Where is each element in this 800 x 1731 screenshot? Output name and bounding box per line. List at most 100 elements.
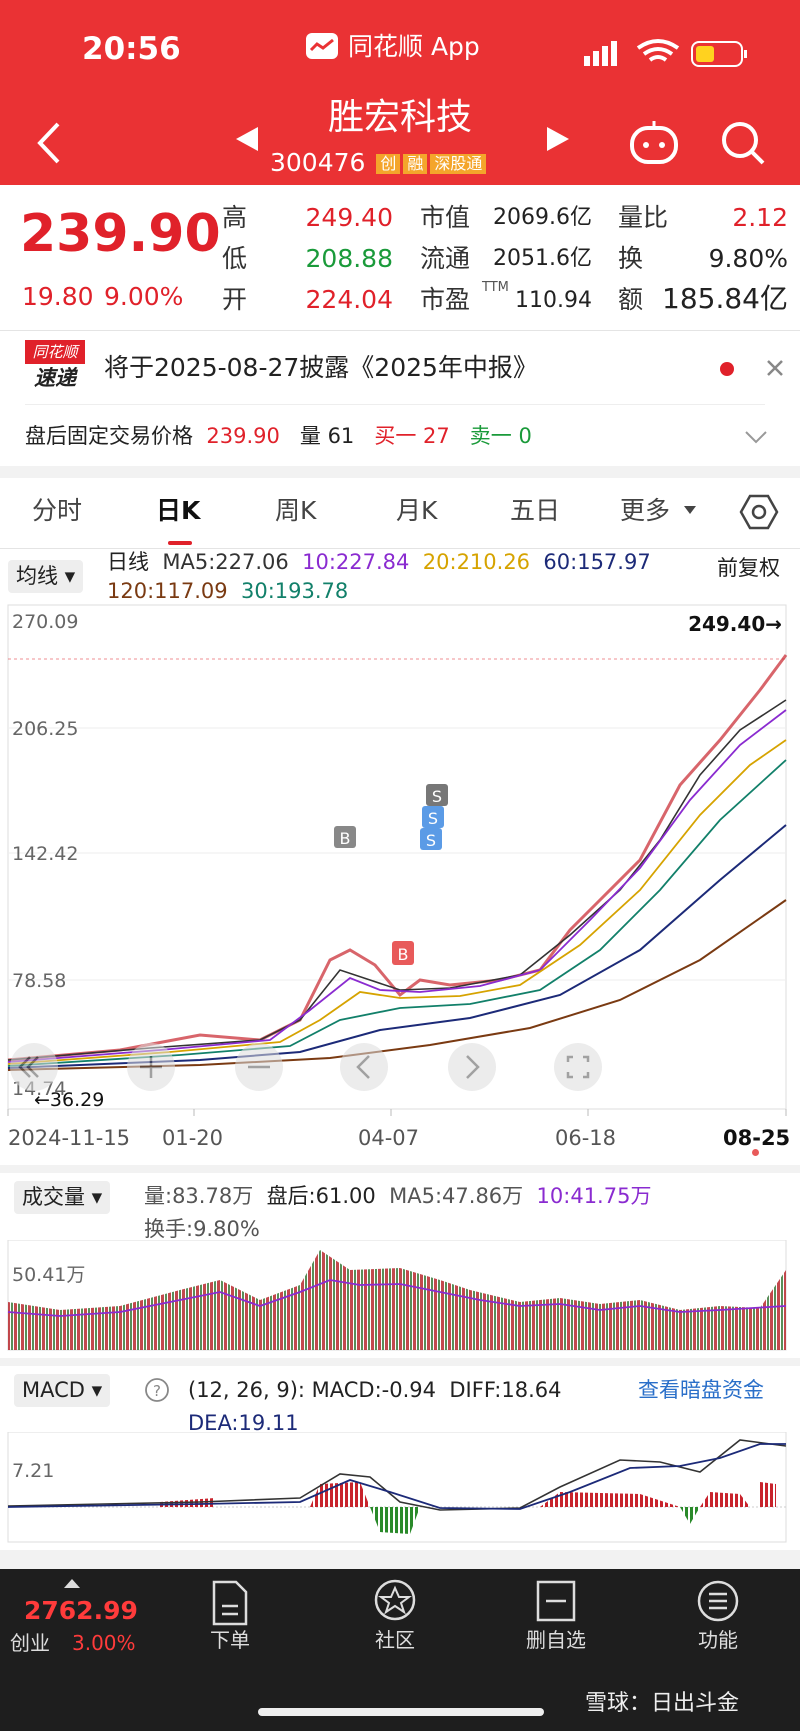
x-tick-label: 08-25 — [723, 1126, 791, 1150]
notice-controls[interactable] — [716, 356, 786, 382]
ah-sell: 0 — [518, 424, 532, 448]
nav-icons — [212, 1579, 739, 1626]
macd-value: MACD:-0.94 — [311, 1378, 437, 1402]
help-icon[interactable]: ? — [144, 1377, 170, 1403]
watermark: 雪球：日出斗金 — [585, 1691, 740, 1716]
y-tick-label: 78.58 — [12, 970, 66, 992]
field-label: 高 — [222, 203, 248, 232]
stock-code-row: 300476 创融深股通 — [270, 150, 487, 175]
tab[interactable]: 五日 — [510, 496, 561, 525]
after-vol: 盘后:61.00 — [266, 1184, 376, 1208]
x-tick-label: 01-20 — [162, 1126, 224, 1150]
field-label: 额 — [618, 285, 644, 314]
robot-icon[interactable] — [628, 118, 680, 166]
notice-text[interactable]: 将于2025-08-27披露《2025年中报》 — [104, 353, 538, 382]
tab[interactable]: 分时 — [32, 496, 83, 525]
macd-params: (12, 26, 9): — [188, 1378, 305, 1402]
marker: S — [426, 831, 436, 850]
prev-stock[interactable] — [232, 124, 262, 154]
turnover: 换手:9.80% — [144, 1217, 260, 1241]
field-label: 量比 — [618, 203, 669, 232]
field-value: 208.88 — [305, 244, 393, 273]
back-button[interactable] — [30, 118, 70, 168]
field-value: 9.80% — [708, 244, 788, 273]
marker-box — [392, 941, 414, 965]
y-tick-label: 270.09 — [12, 611, 78, 633]
settings-icon[interactable] — [738, 492, 780, 532]
tab[interactable]: 月K — [396, 496, 438, 525]
band — [0, 1550, 800, 1569]
ma-type: 日线 — [107, 550, 149, 574]
field-label: 流通 — [420, 244, 471, 273]
ah-price: 239.90 — [206, 424, 280, 448]
tag: 创 — [376, 154, 401, 174]
tab[interactable]: 周K — [275, 496, 317, 525]
change-pct: 9.00% — [104, 282, 184, 311]
ma60-line — [7, 824, 787, 1069]
ma-legend-2: 120:117.09 30:193.78 — [107, 581, 348, 602]
tab-active[interactable]: 日K — [156, 496, 201, 525]
ma10-line — [7, 709, 787, 1063]
ma10: 10:227.84 — [302, 550, 410, 574]
nav-item[interactable]: 下单 — [210, 1628, 250, 1652]
x-ticks — [7, 1109, 787, 1116]
index-name: 创业 — [10, 1631, 50, 1655]
next-stock[interactable] — [543, 124, 573, 154]
ma5-line — [7, 699, 787, 1061]
field-value: 2.12 — [732, 203, 788, 232]
field-label: 开 — [222, 285, 248, 314]
expand[interactable] — [744, 428, 768, 446]
field-value: 110.94 — [515, 288, 592, 313]
band — [0, 466, 800, 478]
index-value[interactable]: 2762.99 — [24, 1596, 138, 1625]
price-chart: B B S S S 270.09 206.25 142.42 78.58 14.… — [7, 604, 788, 1116]
macd-chart: 7.21 — [7, 1432, 787, 1543]
tab[interactable]: 更多 — [620, 496, 671, 525]
status-icons — [584, 39, 747, 67]
adjust[interactable]: 前复权 — [717, 556, 780, 580]
search-icon[interactable] — [718, 118, 768, 168]
chart-controls[interactable] — [10, 1043, 602, 1091]
dark-pool-link[interactable]: 查看暗盘资金 — [638, 1378, 764, 1402]
volume-selector[interactable]: 成交量 ▾ — [14, 1181, 111, 1214]
today-dot — [752, 1149, 759, 1156]
ma-selector[interactable]: 均线 ▾ — [8, 560, 84, 593]
nav-item[interactable]: 删自选 — [526, 1628, 586, 1652]
divider — [25, 404, 765, 405]
y-tick-label: 142.42 — [12, 843, 78, 865]
ah-buy: 27 — [423, 424, 450, 448]
high-label: 249.40→ — [688, 612, 782, 636]
macd-selector[interactable]: MACD ▾ — [14, 1374, 111, 1407]
field-label: 低 — [222, 244, 248, 273]
volume-selector-text: 成交量 — [22, 1185, 85, 1209]
field-value: 249.40 — [305, 203, 393, 232]
logo-bottom: 速递 — [34, 366, 76, 390]
marker-box — [334, 826, 356, 848]
logo-top: 同花顺 — [25, 340, 85, 364]
marker: B — [340, 829, 351, 848]
band — [0, 1358, 800, 1366]
marker-box — [426, 784, 448, 806]
clock: 20:56 — [82, 31, 181, 67]
nav-item[interactable]: 社区 — [375, 1628, 415, 1652]
field-value: 185.84亿 — [662, 282, 788, 315]
ma30: 30:193.78 — [241, 579, 349, 603]
marker: S — [432, 787, 442, 806]
macd-hist-pos — [160, 1482, 776, 1507]
tag: 深股通 — [430, 154, 487, 174]
svg-text:?: ? — [153, 1382, 161, 1400]
more-arrow — [684, 506, 696, 514]
y-tick-label: 50.41万 — [12, 1264, 85, 1286]
x-tick-label: 2024-11-15 — [8, 1126, 131, 1150]
dea-value: DEA:19.11 — [188, 1411, 299, 1435]
trade-markers: B B S S S — [334, 784, 448, 965]
marker: S — [428, 809, 438, 828]
after-hours: 盘后固定交易价格 239.90 量 61 买一 27 卖一 0 — [25, 426, 532, 447]
tab-underline — [168, 541, 192, 545]
vol-ma10: 10:41.75万 — [536, 1184, 652, 1208]
band — [0, 1165, 800, 1173]
index-pct: 3.00% — [72, 1631, 136, 1655]
ma60: 60:157.97 — [543, 550, 651, 574]
field-value: 2051.6亿 — [493, 246, 592, 271]
nav-item[interactable]: 功能 — [698, 1628, 738, 1652]
